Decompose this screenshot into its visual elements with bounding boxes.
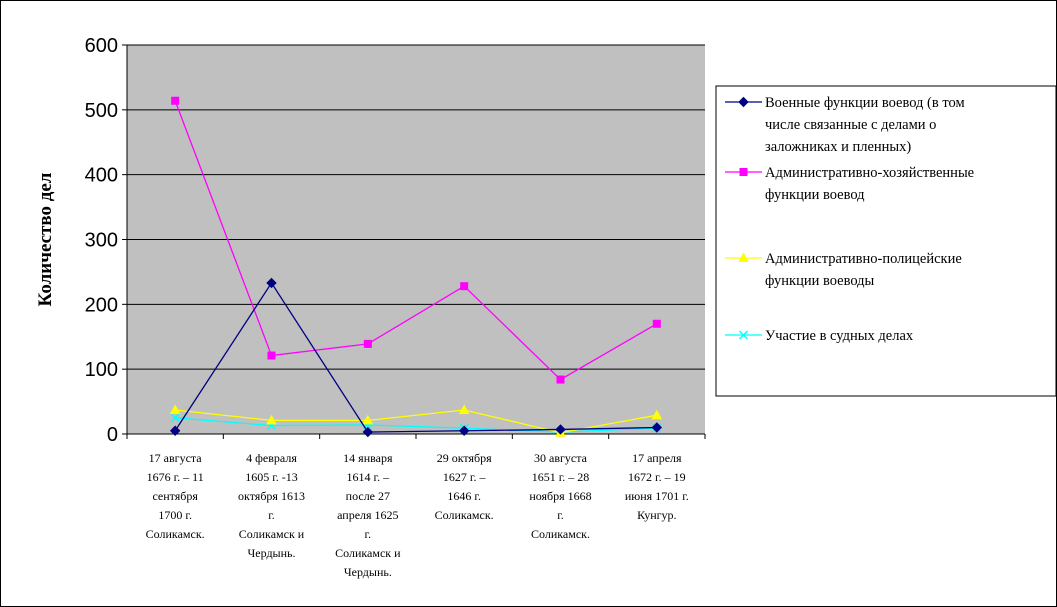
x-tick-label-line: г.	[557, 508, 564, 522]
x-tick-label-line: апреля 1625	[337, 508, 398, 522]
x-tick-label-line: 1672 г. – 19	[628, 470, 686, 484]
series-line	[174, 100, 658, 381]
legend-entry-2: Административно-хозяйственные функции вое…	[725, 165, 974, 203]
legend-label: Участие в судных делах	[765, 328, 914, 344]
legend-swatch-marker	[739, 168, 748, 176]
legend-swatch-marker	[738, 252, 749, 262]
x-tick-label-line: 30 августа	[534, 451, 588, 465]
x-tick-label-line: 29 октября	[437, 451, 492, 465]
x-tick-label-line: Чердынь.	[247, 546, 295, 560]
x-tick-label-line: г.	[268, 508, 275, 522]
x-tick-labels: 17 августа 1676 г. – 11 сентября 1700 г. Сол…	[146, 451, 689, 579]
x-tick-label-line: Соликамск.	[531, 527, 590, 541]
legend-box	[715, 85, 1057, 397]
y-tick-label: 400	[85, 165, 118, 187]
x-tick-label-line: июня 1701 г.	[625, 489, 689, 503]
x-tick-label-line: 17 августа	[149, 451, 203, 465]
x-tick-label-line: 14 января	[343, 451, 393, 465]
x-tick-label-line: Соликамск.	[435, 508, 494, 522]
legend-label-line: функции воеводы	[765, 273, 875, 289]
data-point	[458, 425, 470, 436]
y-tick-labels: 0 100 200 300 400 500 600	[85, 35, 118, 446]
legend-label: Военные функции воевод (в том числе связа…	[765, 95, 965, 155]
series-2	[171, 96, 661, 384]
data-point	[266, 414, 277, 425]
x-tick-label-line: сентября	[152, 489, 198, 503]
data-point	[555, 424, 566, 435]
x-tick-label-line: 17 апреля	[632, 451, 682, 465]
legend-label: Административно-хозяйственные функции вое…	[765, 165, 974, 203]
x-tick-label-line: 1700 г.	[158, 508, 192, 522]
marker-stroke	[170, 413, 180, 423]
x-tick-label-line: 1646 г.	[447, 489, 481, 503]
x-tick-label: 29 октября 1627 г. – 1646 г. Соликамск.	[435, 451, 494, 522]
data-point	[266, 277, 277, 289]
x-tick-label-line: Соликамск и	[239, 527, 305, 541]
data-point	[169, 404, 181, 415]
y-tick-label: 100	[85, 359, 118, 381]
gridlines	[127, 44, 705, 370]
legend-label: Административно-полицейские функции воево…	[765, 251, 962, 289]
marker-stroke	[739, 330, 748, 340]
legend: Военные функции воевод (в том числе связа…	[725, 95, 974, 344]
series-line	[174, 281, 657, 433]
x-tick-label-line: ноября 1668	[529, 489, 591, 503]
legend-swatch-marker	[739, 330, 748, 340]
data-point	[556, 375, 565, 384]
data-point	[362, 426, 374, 438]
x-tick-label-line: Соликамск.	[146, 527, 205, 541]
legend-label-line: числе связанные с делами о	[765, 117, 936, 133]
legend-label-line: Административно-хозяйственные	[765, 165, 974, 181]
data-point	[651, 422, 663, 433]
series-1	[169, 277, 663, 438]
data-point	[362, 414, 374, 425]
x-tick-label: 30 августа 1651 г. – 28 ноября 1668 г. Солик…	[529, 451, 591, 541]
legend-label-line: Участие в судных делах	[765, 328, 914, 344]
x-tick-label-line: Кунгур.	[637, 508, 676, 522]
data-point	[170, 413, 180, 423]
data-point	[171, 96, 180, 105]
x-tick-label-line: Соликамск и	[335, 546, 401, 560]
legend-entry-3: Административно-полицейские функции воево…	[725, 251, 962, 289]
legend-label-line: Административно-полицейские	[765, 251, 962, 267]
y-tick-label: 200	[85, 294, 118, 316]
x-tick-label: 17 апреля 1672 г. – 19 июня 1701 г. Кунгур.	[625, 451, 689, 522]
axes	[122, 44, 706, 439]
y-tick-label: 600	[85, 35, 118, 57]
series-lines	[169, 96, 663, 438]
x-tick-label-line: 1676 г. – 11	[147, 470, 204, 484]
legend-swatch-marker	[738, 96, 749, 108]
x-tick-label-line: 1651 г. – 28	[532, 470, 590, 484]
legend-label-line: функции воевод	[765, 187, 865, 203]
series-line	[175, 417, 657, 433]
data-point	[652, 319, 661, 328]
data-point	[458, 404, 470, 415]
y-tick-label: 0	[107, 424, 118, 446]
data-point	[267, 351, 276, 360]
data-point	[169, 425, 181, 436]
data-point	[651, 409, 663, 420]
x-tick-label-line: 1605 г. -13	[245, 470, 298, 484]
x-tick-label-line: Чердынь.	[344, 565, 392, 579]
data-point	[460, 282, 469, 291]
x-tick-label-line: 1627 г. –	[443, 470, 487, 484]
x-tick-label-line: после 27	[346, 489, 390, 503]
legend-label-line: заложниках и пленных)	[765, 139, 911, 155]
x-tick-label-line: 1614 г. –	[347, 470, 391, 484]
data-point	[363, 339, 372, 348]
x-tick-label: 14 января 1614 г. – после 27 апреля 1625 г. С…	[335, 451, 401, 579]
x-tick-label: 4 февраля 1605 г. -13 октября 1613 г. Солика…	[238, 451, 305, 560]
legend-label-line: Военные функции воевод (в том	[765, 95, 965, 111]
y-tick-label: 500	[85, 100, 118, 122]
y-tick-label: 300	[85, 230, 118, 252]
y-axis-label: Количество дел	[35, 172, 56, 306]
legend-entry-1: Военные функции воевод (в том числе связа…	[725, 95, 965, 155]
legend-entry-4: Участие в судных делах	[725, 328, 914, 344]
x-tick-label-line: октября 1613	[238, 489, 305, 503]
x-tick-label: 17 августа 1676 г. – 11 сентября 1700 г. Сол…	[146, 451, 205, 541]
x-tick-label-line: 4 февраля	[246, 451, 297, 465]
x-tick-label-line: г.	[365, 527, 372, 541]
